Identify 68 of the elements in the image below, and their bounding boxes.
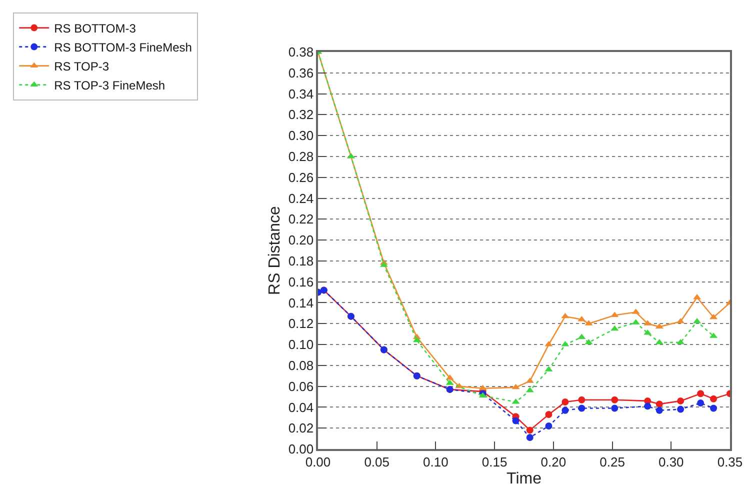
y-tick-label: 0.30 [288,128,314,144]
x-tick-label: 0.00 [305,454,331,470]
point [710,404,718,412]
point [584,338,593,344]
x-tick-label: 0.05 [364,454,390,470]
point [610,325,619,331]
legend-label: RS BOTTOM-3 FineMesh [54,40,192,54]
point [526,434,534,442]
point [526,426,534,434]
point [578,404,586,412]
y-tick-label: 0.16 [288,274,314,290]
point [561,312,570,318]
x-tick-label: 0.20 [540,454,566,470]
point [644,402,652,410]
point [545,411,552,418]
point [545,422,552,430]
x-tick-label: 0.35 [717,454,743,470]
y-tick-label: 0.12 [288,316,314,332]
point [578,316,586,322]
y-tick-label: 0.26 [288,170,314,185]
y-tick-label: 0.00 [288,442,314,457]
point [656,400,663,408]
y-tick-label: 0.36 [288,65,314,80]
legend-label: RS BOTTOM-3 [54,21,136,36]
point [526,386,534,392]
y-tick-label: 0.20 [288,232,314,248]
point [512,384,520,390]
y-tick-label: 0.10 [288,337,314,352]
point [412,336,421,342]
point [611,404,618,412]
point [655,323,664,329]
point [697,400,704,407]
point [610,312,619,318]
point [697,390,704,398]
y-tick-label: 0.24 [288,190,314,206]
y-tick-label: 0.08 [288,358,314,373]
legend-label: RS TOP-3 [54,59,110,74]
point [578,396,586,404]
point [710,395,718,402]
y-tick-label: 0.14 [288,295,314,310]
y-tick-label: 0.06 [288,378,314,394]
y-tick-label: 0.02 [288,420,314,436]
point [677,397,684,404]
y-tick-label: 0.28 [288,149,314,164]
point [446,374,454,380]
point [478,384,487,390]
point [656,406,663,414]
point [512,417,520,424]
point [677,406,684,413]
y-tick-label: 0.34 [288,86,314,102]
point [512,398,520,404]
y-tick-label: 0.04 [288,400,314,415]
y-tick-label: 0.18 [288,254,314,268]
x-axis-title: Time [506,470,542,488]
y-tick-label: 0.22 [288,212,314,227]
point [611,396,618,404]
point [676,338,685,344]
point [562,406,569,414]
x-tick-label: 0.25 [600,454,625,470]
x-tick-label: 0.15 [482,454,508,470]
x-tick-label: 0.10 [423,454,448,470]
y-tick-label: 0.38 [288,44,314,60]
point [562,398,569,406]
legend-label: RS TOP-3 FineMesh [54,78,166,92]
x-tick-label: 0.30 [658,454,684,470]
y-axis-title: RS Distance [266,206,284,295]
y-tick-label: 0.32 [288,107,314,122]
point [655,338,664,344]
